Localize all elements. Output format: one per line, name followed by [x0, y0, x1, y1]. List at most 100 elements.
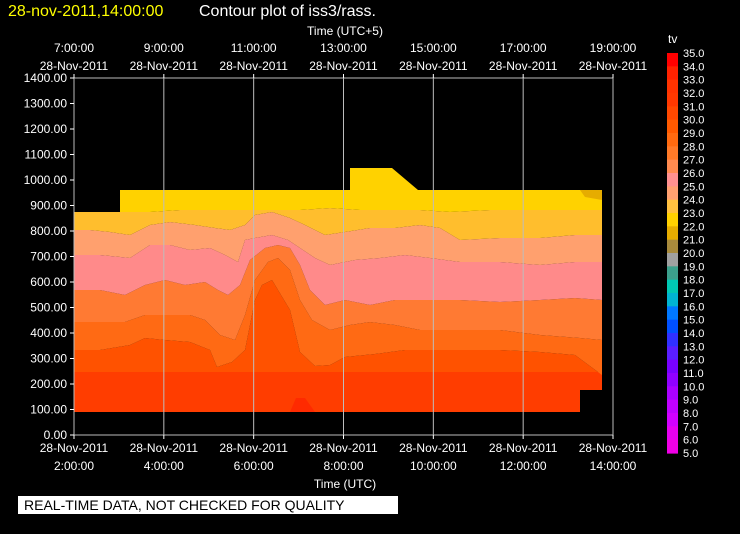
bottom-tick-time: 6:00:00 — [234, 459, 274, 473]
colorbar-swatch — [667, 373, 678, 387]
colorbar-swatch — [667, 346, 678, 361]
colorbar-swatch — [667, 359, 678, 374]
y-tick-label: 400.00 — [30, 326, 67, 340]
top-tick-time: 7:00:00 — [54, 41, 94, 55]
colorbar-label: 26.0 — [683, 168, 704, 180]
colorbar-label: 30.0 — [683, 115, 704, 127]
colorbar-labels: 35.034.0 33.032.031.0 30.029.028.0 27.026.0… — [683, 48, 704, 460]
contour-band-23 — [74, 168, 602, 212]
colorbar-label: 24.0 — [683, 195, 704, 207]
y-tick-label: 1400.00 — [24, 71, 68, 85]
contour-band-24 — [74, 208, 602, 240]
y-tick-label: 500.00 — [30, 301, 67, 315]
colorbar-label: 5.0 — [683, 448, 698, 460]
colorbar-swatch — [667, 266, 678, 281]
top-tick-date: 28-Nov-2011 — [40, 59, 109, 73]
colorbar-label: 12.0 — [683, 355, 704, 367]
y-tick-label: 1100.00 — [25, 148, 68, 162]
chart-timestamp: 28-nov-2011,14:00:00 — [8, 3, 163, 20]
top-tick-date: 28-Nov-2011 — [309, 59, 378, 73]
colorbar-swatch — [667, 159, 678, 174]
plot-area: 0.00 100.00 200.00 300.00 400.00 500.00 600.00… — [24, 41, 648, 473]
colorbar-swatch — [667, 66, 678, 81]
y-tick-label: 100.00 — [30, 403, 67, 417]
colorbar-swatch — [667, 253, 678, 267]
top-tick-labels: 7:00:00 28-Nov-2011 9:00:00 28-Nov-2011 11:0… — [40, 41, 648, 78]
contour-hotspot-32 — [290, 398, 315, 412]
colorbar-label: 15.0 — [683, 315, 704, 327]
bottom-axis-label: Time (UTC) — [314, 477, 376, 491]
colorbar-label: 31.0 — [683, 101, 704, 113]
top-tick-date: 28-Nov-2011 — [489, 59, 558, 73]
colorbar-swatch — [667, 386, 678, 401]
bottom-tick-labels: 28-Nov-2011 2:00:00 28-Nov-2011 4:00:00 28-N… — [40, 435, 648, 473]
colorbar-swatch — [667, 133, 678, 147]
colorbar-label: 16.0 — [683, 301, 704, 313]
colorbar-swatch — [667, 306, 678, 321]
colorbar-label: 19.0 — [683, 261, 704, 273]
top-tick-date: 28-Nov-2011 — [219, 59, 288, 73]
chart-title: Contour plot of iss3/rass. — [199, 3, 376, 20]
colorbar-label: 27.0 — [683, 155, 704, 167]
bottom-tick-time: 12:00:00 — [500, 459, 547, 473]
colorbar-label: 14.0 — [683, 328, 704, 340]
colorbar-label: 17.0 — [683, 288, 704, 300]
top-tick-time: 15:00:00 — [410, 41, 457, 55]
colorbar-label: 20.0 — [683, 248, 704, 260]
bottom-tick-time: 4:00:00 — [144, 459, 184, 473]
top-tick-time: 9:00:00 — [144, 41, 184, 55]
colorbar-swatch — [667, 119, 678, 134]
y-tick-label: 1000.00 — [24, 173, 68, 187]
colorbar-label: 18.0 — [683, 275, 704, 287]
colorbar-swatch — [667, 333, 678, 347]
colorbar-swatch — [667, 293, 678, 307]
colorbar-swatch — [667, 79, 678, 94]
contour-band-22 — [580, 190, 602, 200]
colorbar-swatch — [667, 319, 678, 334]
colorbar-swatch — [667, 199, 678, 214]
top-tick-time: 13:00:00 — [320, 41, 367, 55]
bottom-tick-date: 28-Nov-2011 — [579, 441, 648, 455]
top-tick-time: 17:00:00 — [500, 41, 547, 55]
colorbar-swatch — [667, 93, 678, 107]
colorbar-label: 10.0 — [683, 381, 704, 393]
colorbar-label: 8.0 — [683, 408, 698, 420]
colorbar-label: 21.0 — [683, 235, 704, 247]
colorbar-swatch — [667, 439, 678, 454]
quality-disclaimer: REAL-TIME DATA, NOT CHECKED FOR QUALITY — [18, 496, 398, 514]
colorbar-label: 29.0 — [683, 128, 704, 140]
colorbar-swatch — [667, 279, 678, 294]
contour-band-31 — [74, 372, 602, 412]
contour-band-26 — [74, 212, 602, 265]
y-tick-label: 700.00 — [30, 250, 67, 264]
colorbar-label: 7.0 — [683, 421, 698, 433]
bottom-tick-time: 10:00:00 — [410, 459, 457, 473]
colorbar-swatch — [667, 239, 678, 254]
colorbar-label: 35.0 — [683, 48, 704, 60]
colorbar-label: 32.0 — [683, 88, 704, 100]
y-tick-label: 1300.00 — [24, 97, 68, 111]
contour-band-27 — [74, 235, 602, 305]
contour-band-29 — [74, 258, 602, 375]
colorbar-label: 9.0 — [683, 395, 698, 407]
top-tick-date: 28-Nov-2011 — [130, 59, 199, 73]
colorbar-label: 23.0 — [683, 208, 704, 220]
y-tick-label: 200.00 — [30, 377, 67, 391]
y-tick-label: 900.00 — [30, 199, 67, 213]
bottom-tick-time: 8:00:00 — [323, 459, 363, 473]
y-tick-label: 1200.00 — [24, 122, 68, 136]
y-tick-label: 300.00 — [30, 352, 67, 366]
colorbar-swatch — [667, 213, 678, 227]
top-axis-label: Time (UTC+5) — [307, 24, 383, 38]
y-tick-labels: 0.00 100.00 200.00 300.00 400.00 500.00 600.00… — [24, 71, 74, 442]
colorbar-swatch — [667, 186, 678, 201]
colorbar-title: tv — [668, 32, 677, 46]
colorbar-label: 22.0 — [683, 221, 704, 233]
colorbar: tv 35.034.033.032.031.030.029.028.027.02… — [667, 32, 704, 460]
y-tick-label: 600.00 — [30, 275, 67, 289]
colorbar-swatch — [667, 413, 678, 427]
colorbar-label: 33.0 — [683, 75, 704, 87]
colorbar-swatch — [667, 106, 678, 121]
top-tick-time: 19:00:00 — [590, 41, 637, 55]
bottom-tick-time: 2:00:00 — [54, 459, 94, 473]
